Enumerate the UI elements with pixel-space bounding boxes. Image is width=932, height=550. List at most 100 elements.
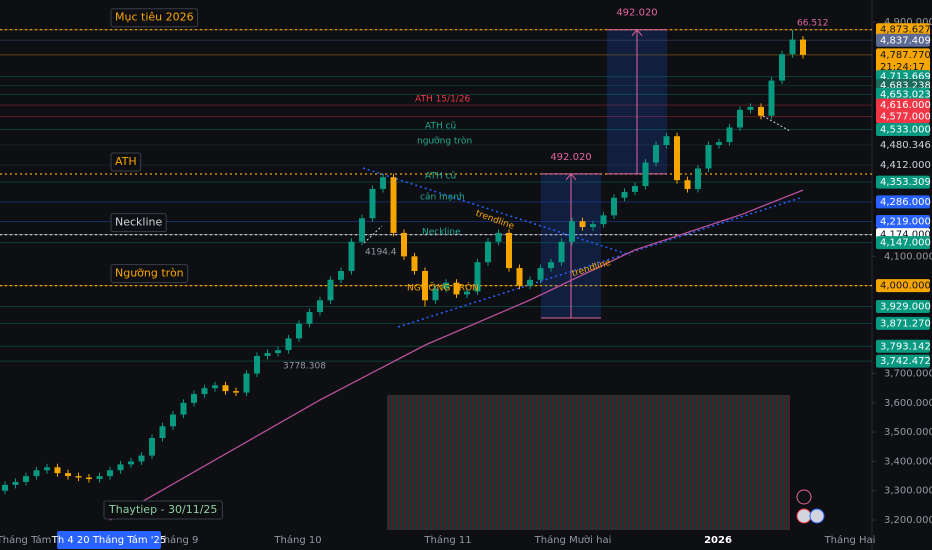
event-icon[interactable]	[796, 508, 812, 524]
candle-body	[432, 288, 439, 301]
y-tick-label: 3,300.000	[884, 486, 932, 497]
candle-body	[264, 353, 271, 356]
price-label: 4,000.000	[880, 281, 931, 292]
price-label-box	[876, 339, 930, 353]
candle-body	[443, 282, 449, 289]
candle-body	[537, 268, 544, 280]
price-label: 4,353.309	[880, 177, 931, 188]
annotation: ATH cũ	[425, 172, 456, 182]
crosshair-date: Th 4 20 Tháng Tám '25	[51, 534, 166, 546]
price-label-box	[876, 279, 930, 293]
y-tick-label: 3,700.000	[884, 369, 932, 380]
candle-body	[558, 241, 565, 263]
candle-body	[768, 80, 775, 116]
level-label: ATH	[115, 155, 137, 168]
price-label: 4,412.000	[880, 160, 931, 171]
candle-body	[401, 232, 407, 257]
x-tick-label: Tháng 9	[157, 534, 199, 546]
layer-labels: 4,900.000 4,100.000 3,700.000 3,600.000 3,50…	[0, 8, 932, 549]
countdown: 21:24:17	[880, 62, 925, 73]
projection-arrow	[762, 115, 791, 132]
price-label: 4,480.346	[880, 140, 931, 151]
price-label-box	[876, 354, 930, 368]
candle-body	[716, 142, 722, 146]
candle-body	[642, 162, 649, 187]
price-label-box	[876, 87, 930, 101]
candle-body	[149, 438, 155, 456]
price-label: 4,616.000	[880, 100, 931, 111]
projection-arrow	[363, 225, 383, 244]
candle-body	[275, 350, 281, 354]
price-label: 4,219.000	[880, 216, 931, 227]
y-tick-label: 3,200.000	[884, 515, 932, 526]
x-tick-label: Tháng Hai	[824, 534, 876, 546]
candle-body	[306, 312, 313, 324]
price-label: 4,533.000	[880, 124, 931, 135]
measure-arrow-head	[565, 173, 577, 181]
candle-body	[86, 477, 92, 480]
candle-body	[338, 271, 344, 280]
candle-body	[233, 391, 239, 393]
price-label: 3,929.000	[880, 301, 931, 312]
layer-candles	[2, 29, 806, 495]
y-tick-label: 3,500.000	[884, 427, 932, 438]
price-label-box	[876, 214, 930, 228]
candle-body	[296, 323, 302, 339]
x-tick-label: Tháng Mười hai	[534, 534, 612, 546]
price-label-box	[876, 299, 930, 313]
candle-body	[348, 241, 355, 272]
candle-body	[485, 241, 491, 263]
candle-body	[495, 232, 502, 242]
candle-body	[600, 215, 607, 225]
candle-body	[33, 470, 40, 477]
candle-body	[579, 221, 586, 228]
candle-body	[54, 467, 61, 474]
price-label: 4,147.000	[880, 238, 931, 249]
candle-body	[632, 186, 638, 192]
measure-label: 492.020	[616, 8, 657, 19]
candle-body	[369, 188, 376, 219]
event-icon[interactable]	[796, 489, 812, 505]
candle-body	[65, 473, 71, 477]
trendline-falling	[362, 167, 631, 256]
annotation: Neckline	[422, 228, 461, 238]
level-label-box	[110, 213, 167, 233]
candle-body	[359, 218, 365, 242]
price-label: 4,174.000	[880, 230, 931, 241]
price-label: 4,577.000	[880, 112, 931, 123]
level-label: Ngưỡng tròn	[115, 267, 184, 280]
volume-band	[387, 395, 790, 530]
price-label-box	[876, 195, 930, 209]
candle-body	[611, 197, 617, 216]
measure-label: 492.020	[550, 152, 591, 163]
candle-body	[726, 127, 733, 143]
annotation: 66.512	[797, 19, 829, 29]
candle-body	[317, 300, 323, 313]
price-label-box	[876, 158, 930, 172]
candle-body	[2, 484, 8, 491]
candle-body	[170, 414, 176, 427]
level-label-box	[110, 152, 142, 172]
trendline-rising	[397, 197, 801, 328]
price-label-box	[876, 316, 930, 330]
candle-body	[159, 426, 166, 439]
price-label: 3,742.472	[880, 356, 931, 367]
candle-body	[212, 385, 218, 389]
candle-body	[800, 39, 806, 55]
price-label-box	[876, 122, 930, 136]
candle-body	[180, 402, 187, 415]
candle-body	[527, 279, 533, 286]
level-label-box	[110, 8, 199, 28]
note: Thaytiep - 30/11/25	[108, 503, 217, 516]
moving-average	[109, 189, 804, 521]
event-icon[interactable]	[809, 508, 825, 524]
candle-body	[107, 470, 113, 477]
annotation: NGƯỠNG TRÒN	[407, 282, 479, 294]
annotation: cản mạnh	[420, 192, 465, 203]
candle-body	[12, 481, 19, 485]
candle-body	[44, 467, 50, 471]
level-label: Mục tiêu 2026	[115, 11, 194, 24]
y-tick-label: 4,900.000	[884, 17, 932, 28]
price-label: 4,683.238	[880, 80, 931, 91]
